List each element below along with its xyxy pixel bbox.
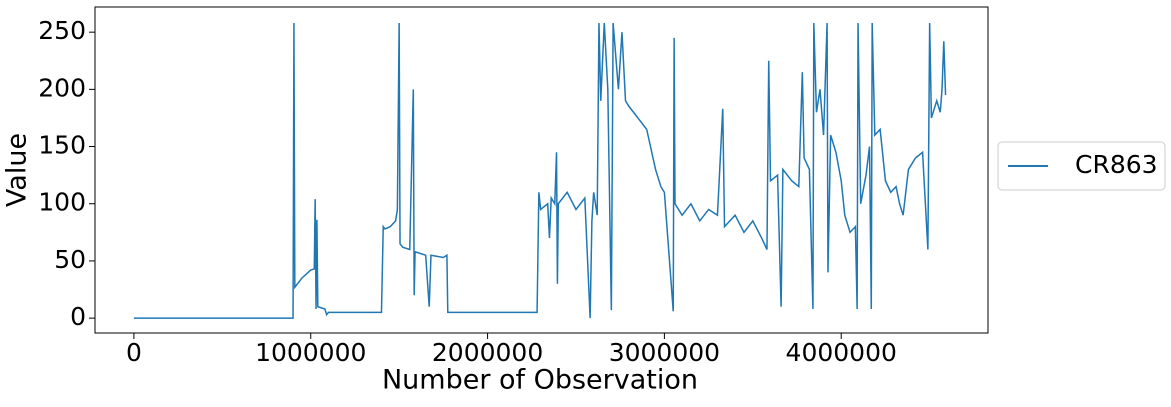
y-axis-label: Value: [2, 133, 33, 207]
legend-box: [997, 141, 1166, 191]
plot-frame: [94, 6, 989, 334]
y-tick-label: 100: [38, 188, 86, 217]
x-tick-label: 2000000: [432, 338, 543, 367]
x-tick-label: 3000000: [609, 338, 720, 367]
x-tick-label: 0: [126, 338, 142, 367]
x-axis-label: Number of Observation: [382, 365, 698, 396]
legend-label: CR863: [1075, 150, 1158, 179]
x-tick-label: 1000000: [255, 338, 366, 367]
x-tick-label: 4000000: [786, 338, 897, 367]
y-tick-label: 250: [38, 16, 86, 45]
y-tick-label: 200: [38, 73, 86, 102]
y-tick-label: 0: [70, 302, 86, 331]
y-tick-label: 50: [54, 245, 86, 274]
data-line: [133, 22, 947, 319]
y-tick-label: 150: [38, 131, 86, 160]
